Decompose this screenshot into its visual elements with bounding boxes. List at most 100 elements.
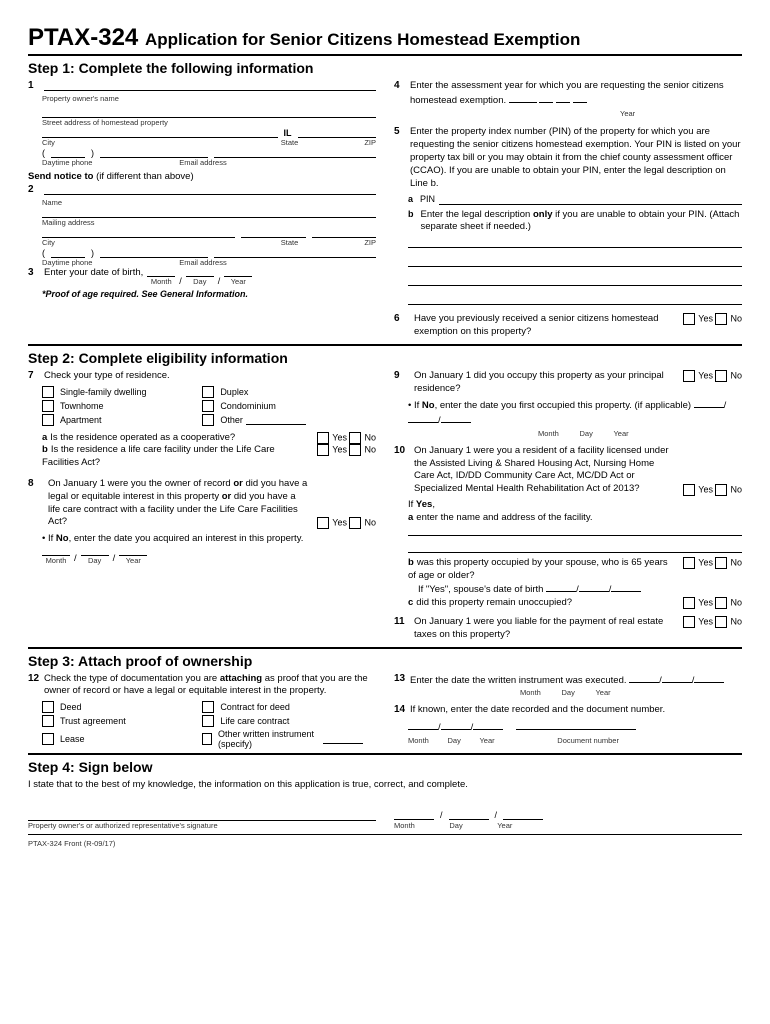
declaration: I state that to the best of my knowledge… <box>28 779 742 792</box>
opt-single-checkbox[interactable] <box>42 386 54 398</box>
notice-name-input[interactable] <box>44 184 376 195</box>
q7a-yes[interactable] <box>317 432 329 444</box>
opt-townhome: Townhome <box>60 401 104 411</box>
q12-num: 12 <box>28 673 40 684</box>
q3-text: Enter your date of birth, <box>44 267 143 280</box>
q10-no[interactable] <box>715 484 727 496</box>
q11-no[interactable] <box>715 616 727 628</box>
proof-note: *Proof of age required. See General Info… <box>28 289 376 299</box>
q6-yes-checkbox[interactable] <box>683 313 695 325</box>
form-name: Application for Senior Citizens Homestea… <box>145 30 580 49</box>
q12-text: Check the type of documentation you are … <box>44 673 376 699</box>
q10-yes[interactable] <box>683 484 695 496</box>
q10b-yes[interactable] <box>683 557 695 569</box>
state2-input[interactable] <box>241 227 305 238</box>
opt-deed[interactable] <box>42 701 54 713</box>
city-input[interactable] <box>42 127 278 138</box>
opt-apt-checkbox[interactable] <box>42 414 54 426</box>
q7a-text: Is the residence operated as a cooperati… <box>50 432 235 443</box>
sig-d[interactable] <box>449 810 489 820</box>
q9-d[interactable] <box>408 413 438 423</box>
step3-header: Step 3: Attach proof of ownership <box>28 653 742 669</box>
q13-y[interactable] <box>694 673 724 683</box>
q7-text: Check your type of residence. <box>44 370 170 383</box>
doc-num-input[interactable] <box>516 720 636 730</box>
dob-day-input[interactable] <box>186 267 214 277</box>
opt-otherdoc[interactable] <box>202 733 212 745</box>
q14-d[interactable] <box>441 720 471 730</box>
phone-input[interactable] <box>100 147 208 158</box>
q9-yes[interactable] <box>683 370 695 382</box>
step1-header: Step 1: Complete the following informati… <box>28 60 742 76</box>
email2-input[interactable] <box>214 247 376 258</box>
zip2-input[interactable] <box>312 227 376 238</box>
opt-trust[interactable] <box>42 715 54 727</box>
q7a-no[interactable] <box>349 432 361 444</box>
q9-m[interactable] <box>694 398 724 408</box>
owner-name-input[interactable] <box>44 80 376 91</box>
dob-year-input[interactable] <box>224 267 252 277</box>
form-code: PTAX-324 <box>28 24 138 51</box>
phone2-area-input[interactable] <box>51 247 85 258</box>
opt-duplex-checkbox[interactable] <box>202 386 214 398</box>
y1[interactable] <box>539 93 553 103</box>
legal-3[interactable] <box>408 275 742 286</box>
q8-m[interactable] <box>42 546 70 556</box>
q10b-text: was this property occupied by your spous… <box>408 557 668 581</box>
otherdoc-input[interactable] <box>323 734 363 744</box>
q8-y[interactable] <box>119 546 147 556</box>
street-input[interactable] <box>42 107 376 118</box>
opt-lifecare[interactable] <box>202 715 214 727</box>
y3[interactable] <box>573 93 587 103</box>
y2[interactable] <box>556 93 570 103</box>
spouse-y[interactable] <box>611 582 641 592</box>
q10b-no[interactable] <box>715 557 727 569</box>
q13-m[interactable] <box>629 673 659 683</box>
sig-m[interactable] <box>394 810 434 820</box>
spouse-d[interactable] <box>579 582 609 592</box>
opt-duplex: Duplex <box>220 387 248 397</box>
q6-no-checkbox[interactable] <box>715 313 727 325</box>
other-input[interactable] <box>246 415 306 425</box>
legal-2[interactable] <box>408 256 742 267</box>
opt-lease[interactable] <box>42 733 54 745</box>
sig-y[interactable] <box>503 810 543 820</box>
q9-y[interactable] <box>441 413 471 423</box>
assess-year-input[interactable] <box>509 93 537 103</box>
email-input[interactable] <box>214 147 376 158</box>
facility-1[interactable] <box>408 525 742 536</box>
zip-input[interactable] <box>298 127 377 138</box>
spouse-m[interactable] <box>546 582 576 592</box>
notice-name-label: Name <box>28 198 376 207</box>
legal-1[interactable] <box>408 237 742 248</box>
q7b-no[interactable] <box>349 444 361 456</box>
opt-contract[interactable] <box>202 701 214 713</box>
city2-input[interactable] <box>42 227 235 238</box>
q10-num: 10 <box>394 445 406 456</box>
q9-no[interactable] <box>715 370 727 382</box>
q8-d[interactable] <box>81 546 109 556</box>
q14-y[interactable] <box>473 720 503 730</box>
q8-no[interactable] <box>349 517 361 529</box>
q5a: a <box>408 194 413 204</box>
q10c-no[interactable] <box>715 597 727 609</box>
opt-townhome-checkbox[interactable] <box>42 400 54 412</box>
q14-text: If known, enter the date recorded and th… <box>410 704 665 717</box>
q7b-yes[interactable] <box>317 444 329 456</box>
signature-input[interactable] <box>28 810 376 821</box>
phone-label: Daytime phone <box>42 158 173 167</box>
legal-4[interactable] <box>408 294 742 305</box>
q8-yes[interactable] <box>317 517 329 529</box>
facility-2[interactable] <box>408 542 742 553</box>
phone2-input[interactable] <box>100 247 208 258</box>
q11-yes[interactable] <box>683 616 695 628</box>
phone-area-input[interactable] <box>51 147 85 158</box>
dob-month-input[interactable] <box>147 267 175 277</box>
mail-input[interactable] <box>42 207 376 218</box>
opt-condo-checkbox[interactable] <box>202 400 214 412</box>
pin-input[interactable] <box>439 194 742 205</box>
q13-d[interactable] <box>662 673 692 683</box>
q14-m[interactable] <box>408 720 438 730</box>
q10c-yes[interactable] <box>683 597 695 609</box>
opt-other-checkbox[interactable] <box>202 414 214 426</box>
